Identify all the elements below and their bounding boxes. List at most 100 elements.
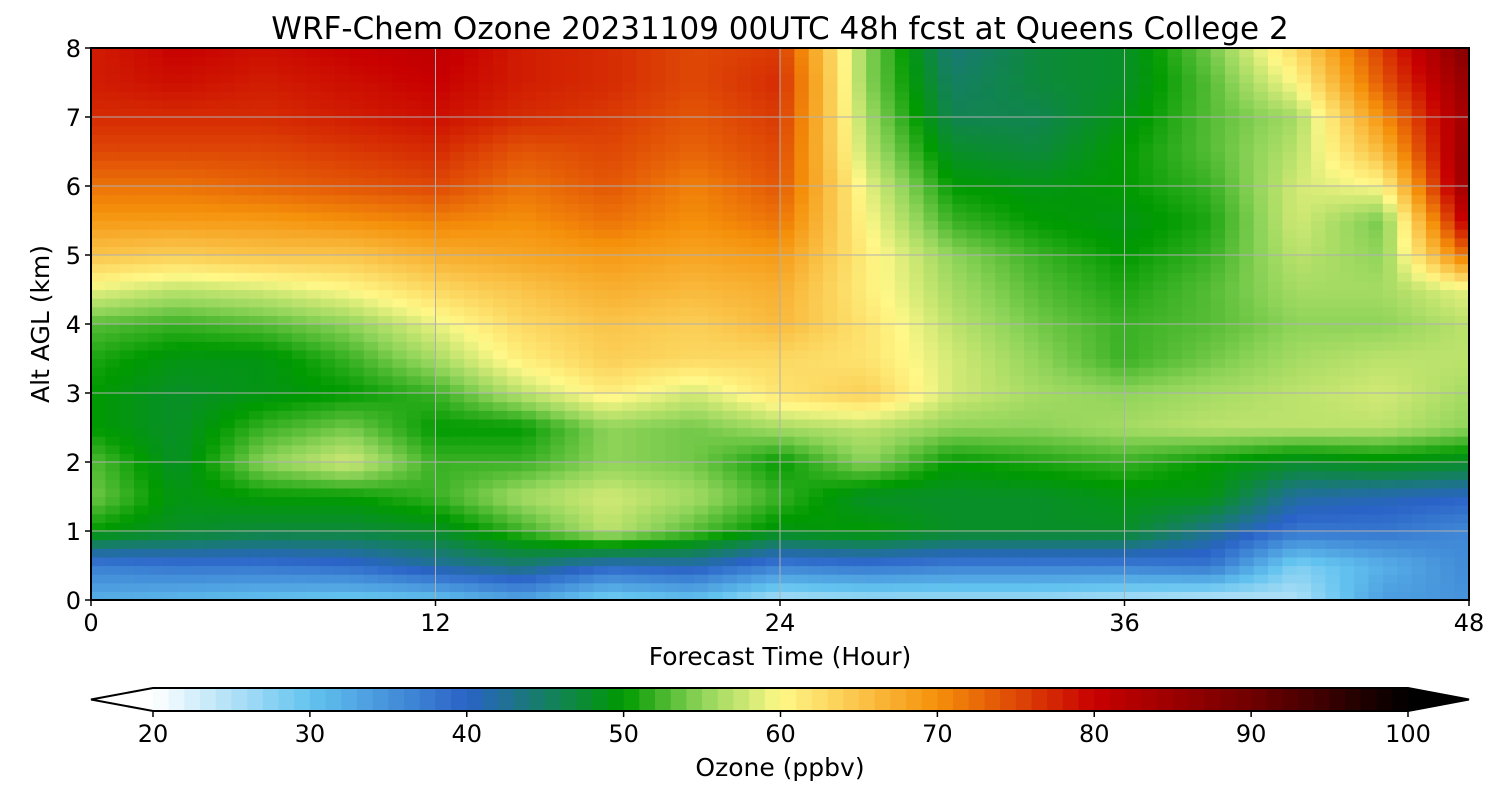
heatmap-cell [636,177,652,187]
heatmap-cell [1124,384,1140,394]
heatmap-cell [1397,462,1413,472]
heatmap-cell [708,237,724,247]
heatmap-cell [550,160,566,170]
heatmap-cell [378,462,394,472]
heatmap-cell [1239,349,1255,360]
heatmap-cell [765,324,781,334]
heatmap-cell [1239,453,1255,463]
heatmap-cell [722,255,738,265]
heatmap-cell [751,574,767,584]
heatmap-cell [1196,462,1212,472]
heatmap-cell [622,591,638,601]
heatmap-cell [607,410,623,420]
heatmap-cell [1052,582,1068,592]
heatmap-cell [1067,263,1083,273]
heatmap-cell [1425,565,1441,575]
heatmap-cell [1224,401,1240,411]
heatmap-cell [980,367,996,377]
heatmap-cell [1268,237,1283,247]
heatmap-cell [320,220,336,230]
heatmap-cell [1038,436,1054,446]
heatmap-cell [622,582,638,592]
heatmap-cell [880,280,896,291]
heatmap-cell [1153,341,1169,351]
heatmap-cell [392,160,408,170]
heatmap-cell [306,522,322,532]
heatmap-cell [148,556,164,567]
heatmap-cell [665,522,681,532]
heatmap-cell [808,582,824,592]
heatmap-cell [1282,410,1298,420]
heatmap-cell [306,220,322,230]
heatmap-cell [220,522,236,532]
heatmap-cell [349,332,365,342]
heatmap-cell [1354,220,1370,230]
heatmap-cell [1024,531,1039,541]
heatmap-cell [277,306,293,316]
heatmap-cell [1268,160,1283,170]
heatmap-cell [478,160,494,170]
heatmap-cell [880,556,896,567]
heatmap-cell [277,410,293,420]
heatmap-cell [91,229,106,239]
heatmap-cell [894,211,910,222]
heatmap-cell [421,280,437,291]
heatmap-cell [650,341,666,351]
heatmap-cell [1382,539,1398,549]
heatmap-cell [1067,341,1083,351]
heatmap-cell [966,418,982,429]
heatmap-cell [794,418,810,429]
heatmap-cell [794,246,810,256]
heatmap-cell [708,470,724,480]
heatmap-cell [1095,186,1111,196]
heatmap-cell [765,375,781,385]
heatmap-cell [1110,186,1126,196]
heatmap-cell [291,479,307,489]
heatmap-cell [765,556,781,567]
heatmap-cell [866,358,882,368]
heatmap-cell [1382,220,1398,230]
heatmap-cell [263,427,279,437]
heatmap-cell [579,298,594,308]
heatmap-cell [1024,255,1039,265]
heatmap-cell [1009,358,1025,368]
heatmap-cell [1282,462,1298,472]
heatmap-cell [966,358,982,368]
heatmap-cell [952,418,968,429]
heatmap-cell [780,349,795,360]
heatmap-cell [349,211,365,222]
heatmap-cell [909,160,925,170]
heatmap-cell [1325,211,1341,222]
heatmap-cell [1454,470,1470,480]
heatmap-cell [1440,220,1456,230]
heatmap-cell [823,332,839,342]
heatmap-cell [449,358,465,368]
heatmap-cell [751,186,767,196]
heatmap-cell [205,367,221,377]
heatmap-cell [665,375,681,385]
heatmap-cell [1024,556,1039,567]
heatmap-cell [1009,496,1025,506]
heatmap-cell [1138,582,1154,592]
heatmap-cell [1196,505,1212,515]
heatmap-cell [693,539,709,549]
heatmap-cell [622,324,638,334]
heatmap-cell [823,418,839,429]
heatmap-cell [406,487,422,498]
heatmap-cell [435,479,451,489]
heatmap-cell [1440,315,1456,325]
heatmap-cell [1124,315,1140,325]
heatmap-cell [406,470,422,480]
heatmap-cell [134,272,150,282]
heatmap-cell [794,444,810,454]
heatmap-cell [406,453,422,463]
heatmap-cell [392,462,408,472]
heatmap-cell [291,289,307,299]
heatmap-cell [1095,341,1111,351]
heatmap-cell [478,384,494,394]
heatmap-cell [808,556,824,567]
heatmap-cell [521,367,537,377]
heatmap-cell [435,427,451,437]
heatmap-cell [1411,410,1427,420]
heatmap-cell [751,496,767,506]
